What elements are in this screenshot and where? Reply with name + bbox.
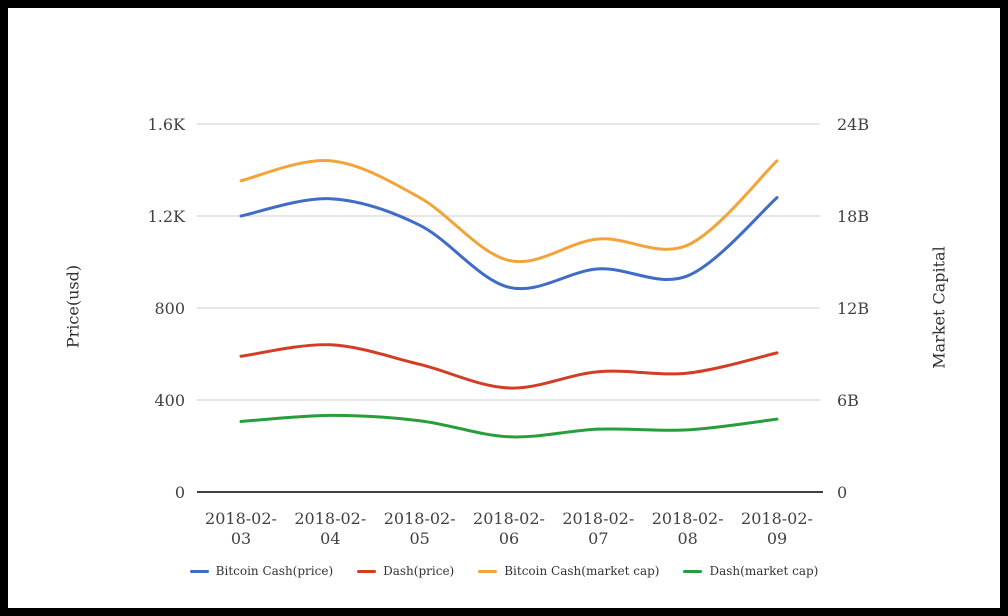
x-axis-tick-label: 2018-02-03 [205, 509, 277, 548]
right-axis-title: Market Capital [929, 246, 949, 369]
y-axis-left-tick-label: 400 [154, 391, 185, 410]
x-axis-tick-label: 2018-02-06 [473, 509, 545, 548]
series-line-3 [239, 413, 779, 439]
legend-label: Dash(market cap) [709, 564, 819, 578]
y-axis-left-tick-label: 0 [175, 483, 185, 502]
y-axis-left-tick-label: 1.6K [148, 115, 186, 134]
x-axis-tick-label: 2018-02-04 [294, 509, 366, 548]
y-axis-left-tick-label: 800 [154, 299, 185, 318]
legend-item-2[interactable]: Bitcoin Cash(market cap) [478, 564, 659, 578]
legend-item-3[interactable]: Dash(market cap) [683, 564, 818, 578]
legend-label: Bitcoin Cash(price) [215, 564, 334, 578]
series-line-0 [239, 196, 779, 291]
plot-area: 0 0 400 6B 800 12B 1.2K 18B 1.6K 24B 2018-02-03 201… [148, 115, 870, 548]
legend: Bitcoin Cash(price) Dash(price) Bitcoin Ca… [8, 564, 1000, 578]
y-axis-right-tick-label: 24B [837, 115, 869, 134]
legend-item-1[interactable]: Dash(price) [357, 564, 454, 578]
series-line-2 [239, 159, 779, 264]
legend-label: Bitcoin Cash(market cap) [504, 564, 660, 578]
x-axis-tick-label: 2018-02-07 [562, 509, 634, 548]
legend-swatch-icon [683, 569, 703, 573]
legend-label: Dash(price) [383, 564, 455, 578]
legend-swatch-icon [189, 569, 209, 573]
x-axis-tick-label: 2018-02-05 [384, 509, 456, 548]
y-axis-right-tick-label: 6B [837, 391, 859, 410]
left-axis-title: Price(usd) [63, 264, 83, 349]
legend-swatch-icon [478, 569, 498, 573]
chart-area: 0 0 400 6B 800 12B 1.2K 18B 1.6K 24B 2018-02-03 201… [8, 8, 1000, 608]
x-axis-tick-label: 2018-02-08 [652, 509, 724, 548]
legend-swatch-icon [357, 569, 377, 573]
x-axis-tick-label: 2018-02-09 [741, 509, 813, 548]
series-line-1 [239, 343, 779, 390]
legend-item-0[interactable]: Bitcoin Cash(price) [189, 564, 334, 578]
y-axis-right-tick-label: 18B [837, 207, 869, 226]
y-axis-left-tick-label: 1.2K [148, 207, 186, 226]
y-axis-right-tick-label: 12B [837, 299, 869, 318]
y-axis-right-tick-label: 0 [837, 483, 847, 502]
